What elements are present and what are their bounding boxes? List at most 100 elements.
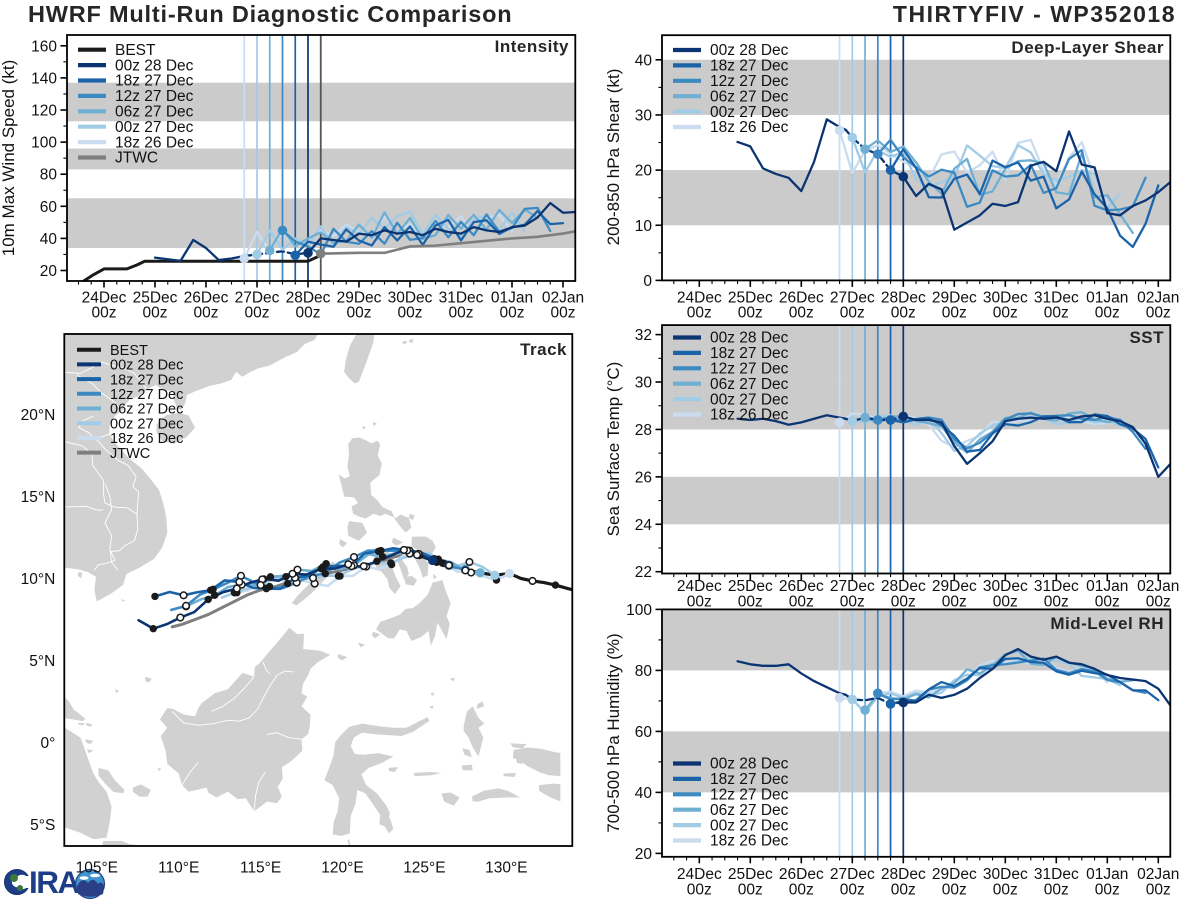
svg-text:BEST: BEST [115, 42, 156, 59]
svg-text:12z 27 Dec: 12z 27 Dec [110, 387, 183, 403]
svg-text:00z: 00z [687, 593, 712, 610]
svg-text:00z: 00z [449, 305, 474, 322]
svg-text:24Dec: 24Dec [677, 866, 722, 883]
svg-text:00z: 00z [942, 593, 967, 610]
svg-text:120: 120 [31, 103, 57, 120]
svg-text:24Dec: 24Dec [677, 578, 722, 595]
svg-text:00z: 00z [738, 305, 763, 322]
svg-text:00z: 00z [1146, 593, 1171, 610]
svg-text:0°: 0° [40, 735, 55, 752]
svg-text:28Dec: 28Dec [881, 289, 926, 306]
svg-text:00z: 00z [942, 881, 967, 898]
svg-text:24: 24 [635, 517, 653, 534]
svg-text:00z: 00z [1146, 881, 1171, 898]
svg-text:30Dec: 30Dec [983, 578, 1028, 595]
svg-text:18z 26 Dec: 18z 26 Dec [710, 407, 789, 424]
svg-text:28: 28 [635, 422, 652, 439]
svg-text:00z: 00z [1095, 881, 1120, 898]
svg-text:00z: 00z [245, 305, 270, 322]
svg-text:01Jan: 01Jan [1086, 578, 1128, 595]
svg-text:00z: 00z [1044, 593, 1069, 610]
svg-text:700-500 hPa Humidity (%): 700-500 hPa Humidity (%) [604, 633, 623, 832]
svg-text:Sea Surface Temp (°C): Sea Surface Temp (°C) [604, 362, 623, 537]
svg-text:00z: 00z [942, 305, 967, 322]
svg-text:10m Max Wind Speed (kt): 10m Max Wind Speed (kt) [0, 60, 18, 257]
svg-text:00z 27 Dec: 00z 27 Dec [710, 391, 789, 408]
svg-text:00z: 00z [993, 593, 1018, 610]
svg-text:31Dec: 31Dec [1034, 866, 1079, 883]
svg-text:26Dec: 26Dec [779, 289, 824, 306]
svg-text:12z 27 Dec: 12z 27 Dec [710, 787, 789, 804]
svg-text:02Jan: 02Jan [542, 289, 584, 306]
svg-text:32: 32 [635, 327, 652, 344]
svg-text:60: 60 [635, 724, 653, 741]
svg-text:00z 27 Dec: 00z 27 Dec [115, 119, 194, 136]
svg-text:5°N: 5°N [29, 653, 55, 670]
svg-text:30: 30 [635, 375, 653, 392]
svg-text:IRA: IRA [29, 864, 80, 900]
svg-text:110°E: 110°E [158, 860, 199, 877]
svg-text:00z: 00z [840, 593, 865, 610]
svg-text:Track: Track [520, 340, 567, 359]
svg-text:Deep-Layer Shear: Deep-Layer Shear [1011, 38, 1164, 57]
svg-text:125°E: 125°E [403, 860, 445, 877]
svg-text:01Jan: 01Jan [1086, 289, 1128, 306]
svg-text:00z: 00z [789, 593, 814, 610]
svg-text:20: 20 [40, 263, 58, 280]
svg-text:00z: 00z [398, 305, 423, 322]
svg-text:30Dec: 30Dec [983, 866, 1028, 883]
svg-text:27Dec: 27Dec [830, 866, 875, 883]
svg-text:00z 28 Dec: 00z 28 Dec [710, 330, 789, 347]
svg-text:31Dec: 31Dec [439, 289, 484, 306]
svg-text:00z 28 Dec: 00z 28 Dec [110, 358, 183, 374]
svg-text:00z 27 Dec: 00z 27 Dec [710, 817, 789, 834]
svg-text:31Dec: 31Dec [1034, 578, 1079, 595]
svg-text:26: 26 [635, 469, 652, 486]
svg-text:20°N: 20°N [21, 407, 56, 424]
svg-text:26Dec: 26Dec [779, 578, 824, 595]
svg-text:18z 26 Dec: 18z 26 Dec [110, 431, 183, 447]
svg-text:31Dec: 31Dec [1034, 289, 1079, 306]
svg-text:00z: 00z [840, 305, 865, 322]
svg-text:00z: 00z [92, 305, 117, 322]
svg-text:15°N: 15°N [21, 489, 56, 506]
svg-text:105°E: 105°E [76, 860, 118, 877]
svg-text:00z: 00z [1095, 305, 1120, 322]
svg-text:00z: 00z [194, 305, 219, 322]
svg-text:27Dec: 27Dec [235, 289, 280, 306]
svg-text:06z 27 Dec: 06z 27 Dec [710, 88, 789, 105]
svg-text:00z: 00z [500, 305, 525, 322]
svg-text:00z: 00z [738, 593, 763, 610]
svg-text:01Jan: 01Jan [491, 289, 533, 306]
svg-text:5°S: 5°S [30, 817, 55, 834]
svg-text:00z: 00z [840, 881, 865, 898]
svg-text:Mid-Level RH: Mid-Level RH [1050, 614, 1164, 633]
svg-text:00z: 00z [1044, 881, 1069, 898]
svg-text:00z: 00z [687, 881, 712, 898]
svg-text:JTWC: JTWC [110, 446, 150, 462]
svg-text:0: 0 [643, 273, 652, 290]
svg-text:30Dec: 30Dec [983, 289, 1028, 306]
svg-text:40: 40 [635, 785, 653, 802]
svg-text:06z 27 Dec: 06z 27 Dec [115, 104, 194, 121]
svg-text:JTWC: JTWC [115, 150, 158, 167]
svg-text:00z: 00z [789, 305, 814, 322]
svg-text:00z 28 Dec: 00z 28 Dec [115, 57, 194, 74]
svg-text:00z 27 Dec: 00z 27 Dec [110, 416, 183, 432]
svg-text:HWRF Multi-Run Diagnostic Comp: HWRF Multi-Run Diagnostic Comparison [28, 1, 512, 27]
svg-text:00z: 00z [143, 305, 168, 322]
svg-text:00z: 00z [551, 305, 576, 322]
svg-text:27Dec: 27Dec [830, 289, 875, 306]
svg-text:80: 80 [40, 167, 58, 184]
svg-text:115°E: 115°E [240, 860, 281, 877]
svg-text:18z 26 Dec: 18z 26 Dec [710, 833, 789, 850]
svg-text:18z 26 Dec: 18z 26 Dec [115, 134, 194, 151]
svg-text:02Jan: 02Jan [1137, 578, 1179, 595]
svg-text:28Dec: 28Dec [286, 289, 331, 306]
svg-text:12z 27 Dec: 12z 27 Dec [115, 88, 194, 105]
svg-text:30Dec: 30Dec [388, 289, 433, 306]
svg-text:28Dec: 28Dec [881, 866, 926, 883]
svg-text:140: 140 [31, 70, 57, 87]
svg-text:00z: 00z [1095, 593, 1120, 610]
svg-text:00z 27 Dec: 00z 27 Dec [710, 104, 789, 121]
